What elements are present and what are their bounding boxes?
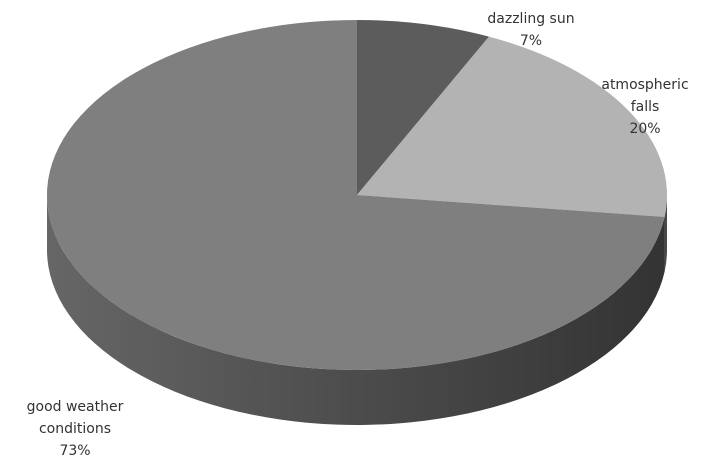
slice-label: atmospheric falls 20%	[600, 74, 690, 140]
value-label: 20%	[629, 121, 661, 137]
category-label: good weather conditions	[26, 399, 124, 437]
category-label: dazzling sun	[487, 11, 575, 27]
value-label: 7%	[519, 33, 543, 49]
slice	[357, 20, 489, 195]
slice	[47, 20, 665, 370]
value-label: 73%	[59, 443, 91, 459]
slice-side	[664, 195, 667, 272]
slice-side	[47, 195, 665, 426]
slice-label: good weather conditions 73%	[10, 396, 140, 462]
slice	[357, 36, 667, 217]
slice-label: dazzling sun 7%	[476, 8, 586, 52]
category-label: atmospheric falls	[601, 77, 689, 115]
